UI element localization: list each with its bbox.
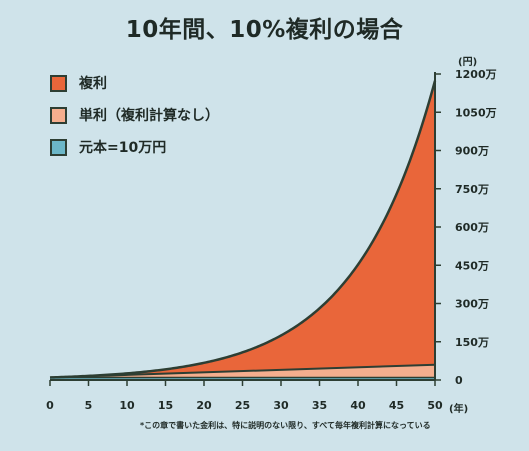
y-tick-label: 600万 <box>455 221 489 234</box>
x-tick-label: 40 <box>350 399 366 412</box>
x-tick-label: 50 <box>427 399 443 412</box>
legend-swatch-simple <box>50 106 67 124</box>
legend-swatch-compound <box>50 74 67 92</box>
y-tick-label: 900万 <box>455 145 489 158</box>
footnote: *この章で書いた金利は、特に説明のない限り、すべて毎年複利計算になっている <box>140 421 431 430</box>
x-tick-label: 30 <box>273 399 289 412</box>
y-tick-label: 150万 <box>455 336 489 349</box>
x-tick-label: 25 <box>235 399 250 412</box>
x-tick-label: 45 <box>389 399 404 412</box>
y-tick-label: 0 <box>455 374 463 387</box>
y-tick-label: 750万 <box>455 183 489 196</box>
y-tick-label: 1200万 <box>455 68 497 81</box>
x-tick-label: 20 <box>196 399 212 412</box>
x-tick-label: 15 <box>158 399 173 412</box>
series-area-compound <box>50 80 435 378</box>
x-tick-label: 5 <box>85 399 93 412</box>
legend-item-principal: 元本=10万円 <box>50 131 219 163</box>
x-tick-label: 10 <box>119 399 135 412</box>
x-tick-label: 0 <box>46 399 54 412</box>
x-tick-label: 35 <box>312 399 327 412</box>
legend-label-compound: 複利 <box>79 76 107 92</box>
chart-title: 10年間、10%複利の場合 <box>125 17 404 43</box>
series-area-principal <box>50 377 435 380</box>
series-line-simple <box>49 363 436 379</box>
legend-label-simple: 単利（複利計算なし） <box>79 108 219 124</box>
x-unit-label: (年) <box>449 404 469 415</box>
legend-label-principal: 元本=10万円 <box>79 140 167 156</box>
y-tick-label: 450万 <box>455 259 489 272</box>
legend-item-simple: 単利（複利計算なし） <box>50 99 219 131</box>
y-tick-label: 300万 <box>455 298 489 311</box>
legend: 複利 単利（複利計算なし） 元本=10万円 <box>50 67 219 163</box>
y-unit-label: (円) <box>458 57 478 68</box>
legend-item-compound: 複利 <box>50 67 219 99</box>
legend-swatch-principal <box>50 138 67 156</box>
y-tick-label: 1050万 <box>455 106 497 119</box>
